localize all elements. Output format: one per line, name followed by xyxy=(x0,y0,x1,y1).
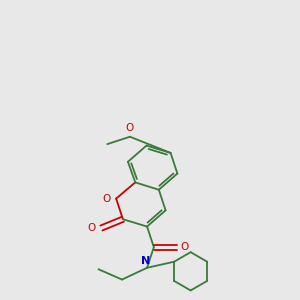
Text: O: O xyxy=(180,242,189,252)
Text: O: O xyxy=(103,194,111,204)
Text: O: O xyxy=(88,223,96,233)
Text: N: N xyxy=(141,256,150,266)
Text: O: O xyxy=(126,123,134,133)
